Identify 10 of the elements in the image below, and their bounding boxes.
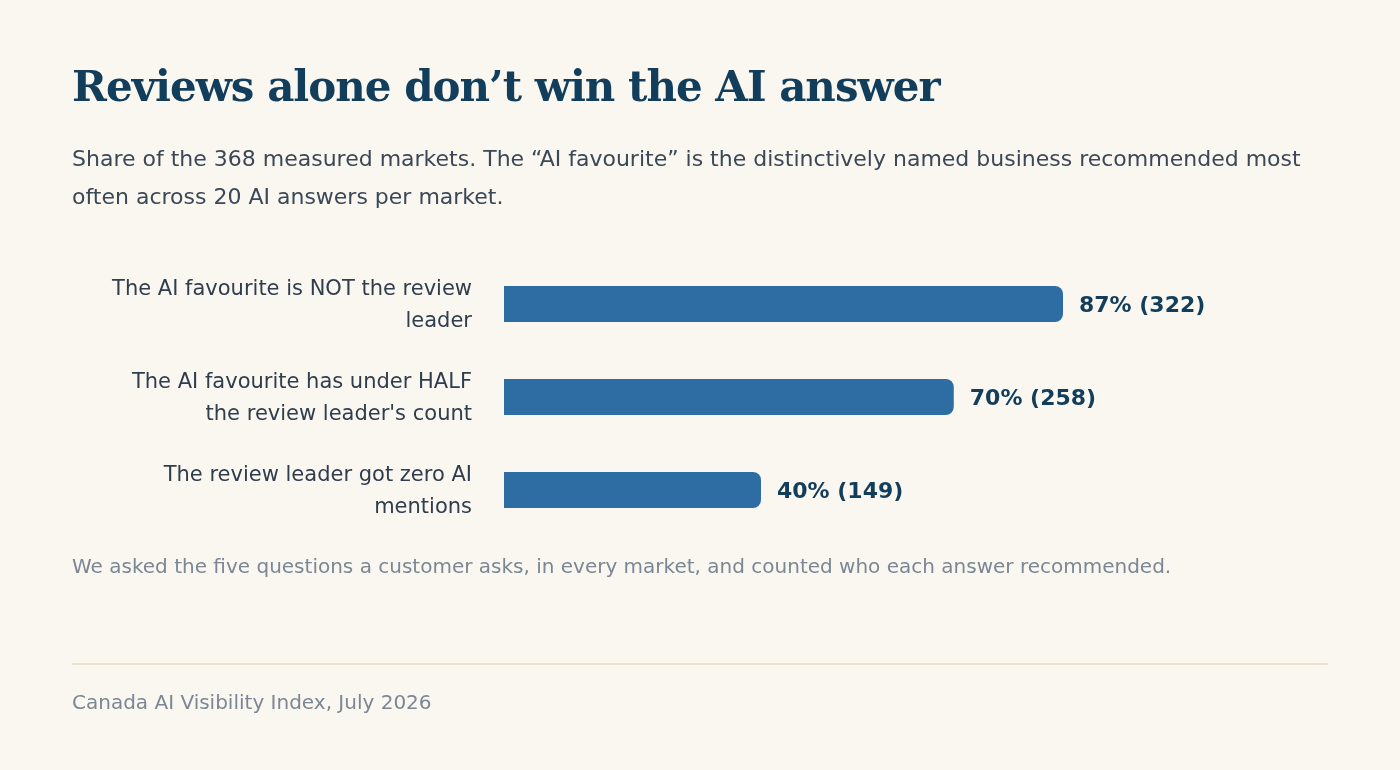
text: Canada AI Visibility Index, July 2026 <box>72 690 432 714</box>
y-tick-label: The AI favourite has under HALF the review leader's count <box>130 368 472 425</box>
data-label: 87% (322) <box>1079 291 1206 317</box>
data-label: 70% (258) <box>969 384 1097 410</box>
y-tick-label: The review leader got zero AI mentions <box>162 461 472 518</box>
y-tick-label: The AI favourite is NOT the review leader <box>111 275 473 332</box>
text: We asked the five questions a customer asks, in every market, and counted who each answer recommended. <box>72 553 1173 580</box>
chart-subtitle: Share of the 368 measured markets. The “AI favourite” is the distinctively named business recommended most often across 20 AI answers per market. <box>72 145 1302 211</box>
data-label: 40% (149) <box>777 477 904 503</box>
chart-title: Reviews alone don’t win the AI answer <box>72 62 940 111</box>
